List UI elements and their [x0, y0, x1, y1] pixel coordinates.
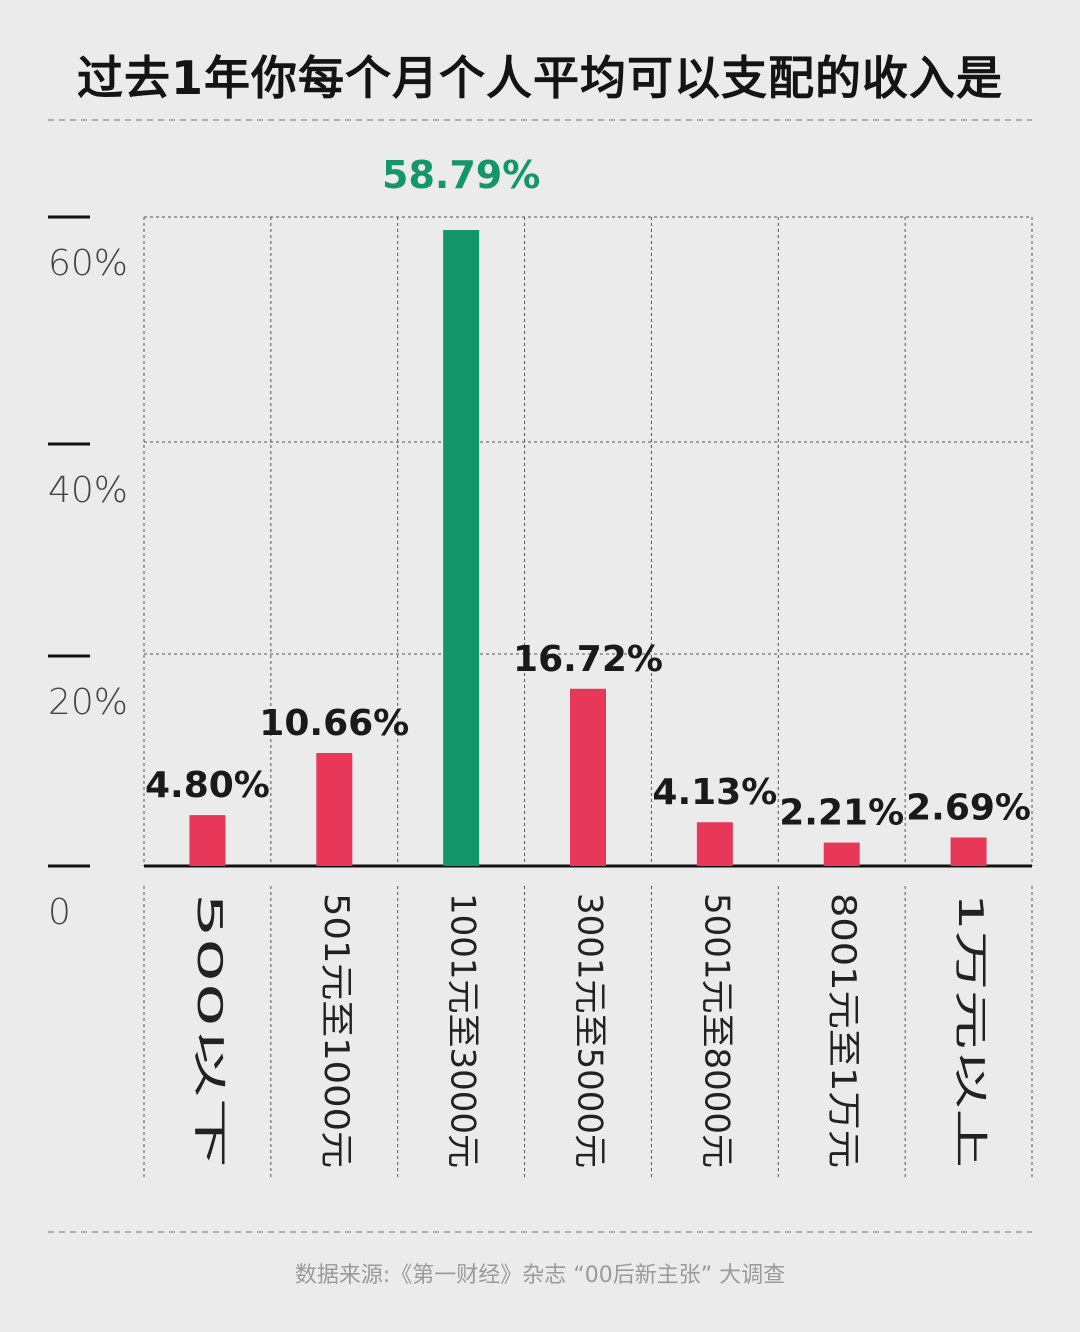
y-tick-label: 60%: [48, 243, 128, 284]
category-label: 3001元至5000元: [570, 893, 610, 1168]
category-label: 1万元以上: [950, 893, 990, 1168]
bar-value-label: 58.79%: [382, 153, 540, 197]
bar: [570, 688, 606, 866]
category-label: 501元至1000元: [316, 893, 356, 1168]
bar-value-label: 16.72%: [513, 639, 663, 680]
bar: [696, 822, 733, 866]
chart-title: 过去1年你每个月个人平均可以支配的收入是: [76, 51, 1003, 105]
bar-value-label: 4.13%: [652, 772, 777, 813]
bar: [189, 815, 226, 866]
category-label: 500以下: [189, 893, 229, 1168]
bar: [823, 842, 860, 866]
bar: [950, 837, 987, 866]
y-tick-label: 20%: [48, 682, 128, 723]
category-label: 5001元至8000元: [696, 893, 736, 1168]
y-tick-label: 40%: [48, 470, 128, 511]
bar-value-label: 2.69%: [906, 787, 1031, 828]
bar: [443, 230, 480, 866]
data-source: 数据来源:《第一财经》杂志 “00后新主张” 大调查: [294, 1263, 786, 1288]
category-label: 1001元至3000元: [443, 893, 483, 1168]
category-label: 8001元至1万元: [823, 893, 863, 1168]
bar-value-label: 10.66%: [259, 703, 409, 744]
bar-value-label: 2.21%: [779, 793, 904, 834]
y-tick-label: 0: [48, 892, 71, 933]
bar: [316, 753, 353, 866]
bar-value-label: 4.80%: [145, 765, 270, 806]
